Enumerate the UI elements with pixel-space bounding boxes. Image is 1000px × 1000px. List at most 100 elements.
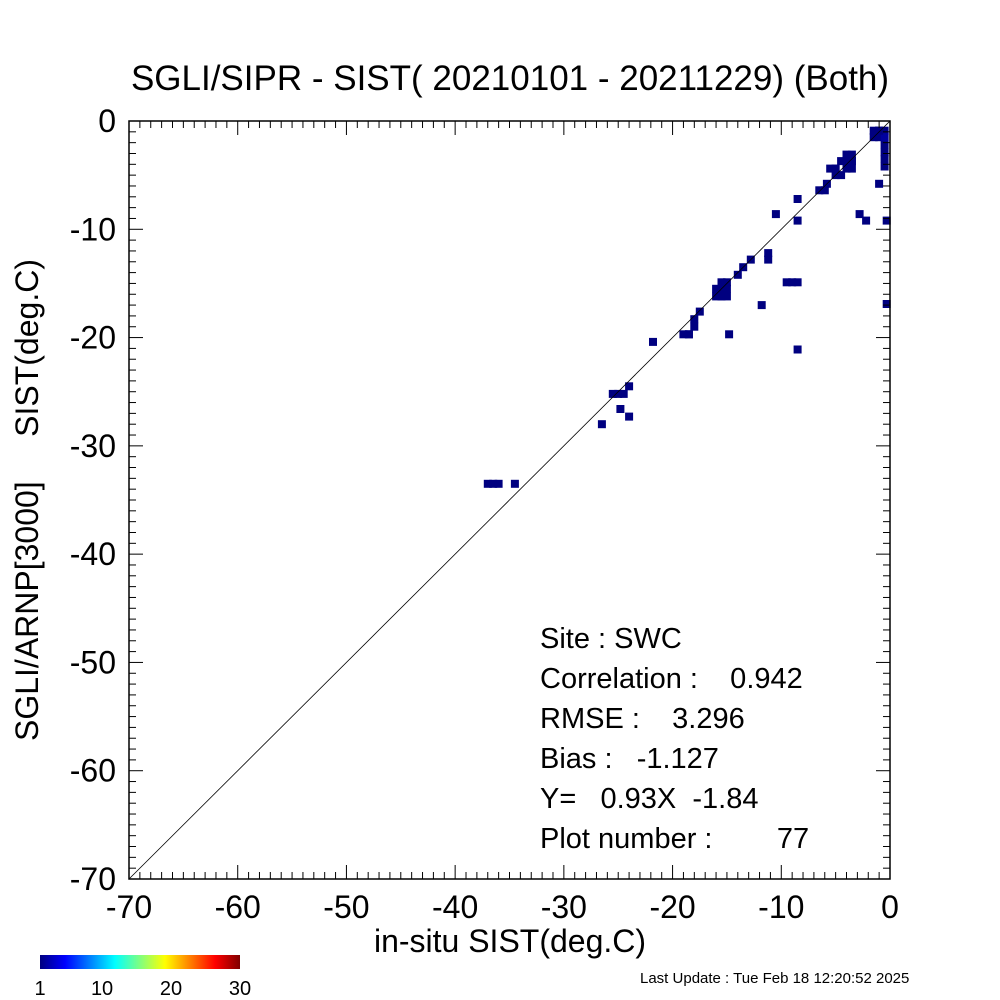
heatmap-cell [826,164,835,173]
y-tick-label: -40 [70,536,116,572]
heatmap-cell [880,154,889,163]
colorbar-tick-label: 1 [34,978,45,1000]
heatmap-cell [717,292,726,301]
heatmap-cell [489,479,498,488]
heatmap-cell [831,164,840,173]
heatmap-cell [614,389,623,398]
heatmap-cell [880,162,889,171]
x-axis-label: in-situ SIST(deg.C) [374,923,646,959]
heatmap-cell [510,479,519,488]
heatmap-cell [722,278,731,287]
y-tick-label: -30 [70,428,116,464]
heatmap-cell [880,148,889,157]
heatmap-cell [882,216,891,225]
stats-box: Site : SWC Correlation : 0.942 RMSE : 3.… [540,623,809,855]
colorbar-ticks: 1 10 20 30 [34,978,251,1000]
heatmap-cell [815,186,824,195]
heatmap-cell [820,186,829,195]
heatmap-cell [782,278,791,287]
heatmap-cell [847,157,856,166]
heatmap-cell [494,479,503,488]
x-tick-label: -20 [649,889,695,925]
identity-line [128,120,891,880]
identity-line-group [128,120,891,880]
heatmap-cell [862,216,871,225]
heatmap-cell [483,479,492,488]
colorbar-tick-label: 10 [91,978,113,1000]
heatmap-cell [764,249,773,258]
axis-ticks: -70 -60 -50 -40 -30 -20 -10 0 -70 -60 -50 -40 -30 -20… [70,103,899,925]
heatmap-cell [684,330,693,339]
heatmap-cell [649,337,657,346]
y-tick-label: -70 [70,861,116,897]
heatmap-cell [733,270,742,279]
y-tick-label: 0 [98,103,116,139]
heatmap-cell [837,157,846,166]
colorbar-tick-label: 30 [229,978,251,1000]
heatmap-cell [690,322,699,331]
heatmap-cell [875,133,884,142]
x-tick-label: -50 [323,889,369,925]
heatmap-cell [793,195,802,203]
heatmap-cell [722,284,731,293]
heatmap-cell [882,300,891,308]
heatmap-cell [842,164,851,173]
heatmap-cell [608,389,617,398]
stats-correlation: Correlation : 0.942 [540,663,803,695]
y-tick-label: -10 [70,211,116,247]
heatmap-cell [847,150,856,159]
heatmap-cell [717,278,726,287]
stats-bias: Bias : -1.127 [540,743,719,775]
x-tick-label: -70 [106,889,152,925]
heatmap-cell [712,284,721,293]
colorbar [40,955,240,969]
heatmap-cell [764,255,773,264]
heatmap-cell [875,179,884,188]
plot-frame [128,120,891,880]
y-tick-label: -60 [70,753,116,789]
heatmap-cell [690,315,699,324]
heatmap-cell [869,126,878,135]
heatmap-cell [842,150,851,159]
heatmap-cell [847,164,856,173]
stats-rmse: RMSE : 3.296 [540,703,745,735]
heatmap-cell [793,216,802,225]
heatmap-cell [695,307,704,316]
y-tick-label: -20 [70,320,116,356]
y-axis-label: SGLI/ARNP[3000] SIST(deg.C) [9,259,45,741]
x-tick-label: 0 [881,889,899,925]
heatmap-cell [880,140,889,149]
x-tick-label: -40 [432,889,478,925]
heatmap-cell [597,420,606,429]
heatmap-cell [712,292,721,301]
heatmap-cell [757,301,766,310]
y-tick-label: -50 [70,644,116,680]
heatmap-cell [788,278,797,287]
heatmap-cell [880,126,889,135]
heatmap-cell [679,330,688,339]
heatmap-cell [855,210,864,219]
chart-title: SGLI/SIPR - SIST( 20210101 - 20211229) (… [131,59,889,98]
heatmap-cell [793,278,802,287]
stats-fit: Y= 0.93X -1.84 [540,783,758,815]
heatmap-cell [625,382,634,391]
stats-plot-number: Plot number : 77 [540,823,809,855]
colorbar-tick-label: 20 [160,978,182,1000]
heatmap-cell [842,157,851,166]
x-tick-label: -60 [215,889,261,925]
x-tick-label: -30 [541,889,587,925]
heatmap-cell [837,171,846,180]
heatmap-cell [616,405,625,413]
heatmap-cell [625,412,634,421]
heatmap-cell [793,345,802,354]
heatmap-cell [771,210,780,219]
last-update: Last Update : Tue Feb 18 12:20:52 2025 [640,970,909,987]
heatmap-cell [875,126,884,135]
heatmap-cell [725,330,734,339]
heatmap-cell [722,292,731,301]
heatmap-cell [880,133,889,142]
x-tick-label: -10 [758,889,804,925]
stats-site: Site : SWC [540,623,682,655]
heatmap-cell [619,389,628,398]
